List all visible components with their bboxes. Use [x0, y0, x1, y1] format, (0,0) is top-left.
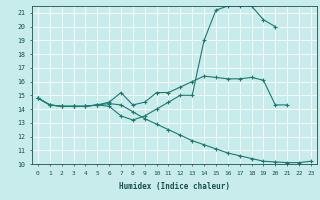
X-axis label: Humidex (Indice chaleur): Humidex (Indice chaleur): [119, 182, 230, 191]
